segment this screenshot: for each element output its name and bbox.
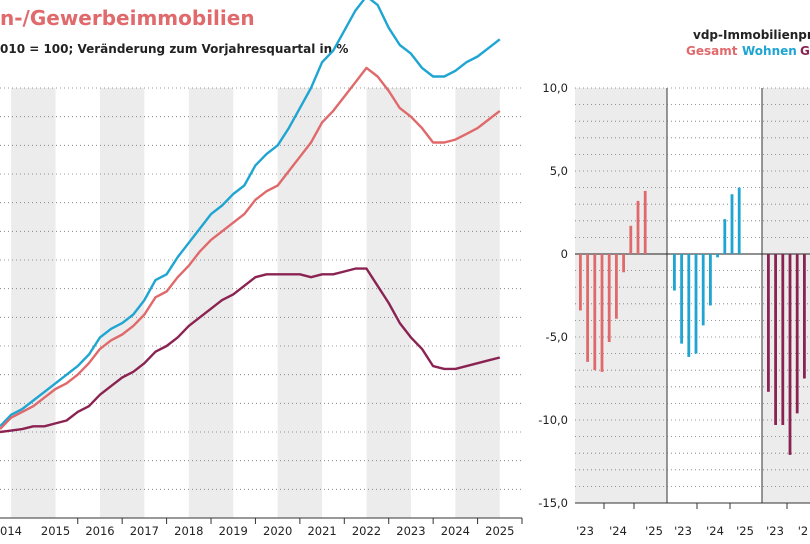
bar-wohnen [716, 254, 719, 258]
legend-entry-gesamt: Gesamt [686, 44, 738, 58]
bar-panel-gewerbe [762, 88, 810, 503]
bar-gesamt [615, 254, 618, 319]
bar-panel-gesamt [575, 88, 667, 503]
bar-wohnen [701, 254, 705, 326]
bar-gesamt [600, 254, 604, 372]
bar-x-tick-label: '24 [609, 524, 627, 538]
year-band [99, 88, 145, 518]
x-tick-label: 2017 [130, 524, 159, 538]
bar-x-tick-label: '2 [798, 524, 808, 538]
y-tick-label: -10,0 [538, 413, 568, 427]
series-line-gesamt [0, 66, 501, 430]
bar-gewerbe [774, 254, 777, 425]
bar-wohnen [694, 254, 698, 354]
x-tick-label: 2018 [174, 524, 203, 538]
bar-x-tick-label: '23 [576, 524, 594, 538]
chart-title: n-/Gewerbeimmobilien [0, 6, 255, 30]
x-tick-label: 014 [0, 524, 22, 538]
bar-gewerbe [795, 254, 799, 414]
y-tick-label: 5,0 [550, 164, 568, 178]
legend-title: vdp-Immobilienpre [693, 28, 810, 42]
bar-gewerbe [788, 254, 792, 455]
bar-x-tick-label: '23 [766, 524, 784, 538]
y-tick-label: 10,0 [542, 81, 568, 95]
x-tick-label: 2024 [441, 524, 470, 538]
x-tick-label: 2019 [219, 524, 248, 538]
x-tick-label: 2020 [263, 524, 292, 538]
chart-subtitle: 010 = 100; Veränderung zum Vorjahresquar… [0, 42, 349, 56]
y-tick-label: 0 [561, 247, 568, 261]
bar-wohnen [709, 254, 712, 306]
bar-gewerbe [767, 254, 770, 392]
bar-gesamt [643, 190, 647, 254]
y-tick-label: -15,0 [538, 496, 568, 510]
series-line-wohnen [0, 0, 501, 428]
bar-x-tick-label: '24 [706, 524, 724, 538]
bar-gesamt [593, 254, 597, 371]
bar-gesamt [607, 254, 611, 342]
x-tick-label: 2023 [396, 524, 425, 538]
x-tick-label: 2015 [41, 524, 70, 538]
bar-wohnen [737, 187, 741, 254]
y-tick-label: -5,0 [546, 330, 568, 344]
bar-wohnen [680, 254, 683, 344]
bar-gesamt [579, 254, 582, 311]
bar-wohnen [723, 219, 727, 254]
year-band [11, 88, 56, 518]
bar-gesamt [629, 225, 633, 254]
x-tick-label: 2021 [307, 524, 336, 538]
series-line-gewerbe [0, 267, 501, 434]
bar-gesamt [586, 254, 589, 362]
legend-entry-gewerbe: G [800, 44, 810, 58]
year-band [188, 88, 234, 518]
bar-x-tick-label: '23 [674, 524, 692, 538]
year-band [277, 88, 323, 518]
legend-entry-wohnen: Wohnen [742, 44, 797, 58]
bar-x-tick-label: '25 [736, 524, 754, 538]
bar-wohnen [687, 254, 691, 357]
year-band [455, 88, 500, 518]
bar-x-tick-label: '25 [645, 524, 663, 538]
bar-wohnen [730, 194, 734, 254]
bar-gesamt [636, 200, 640, 254]
line-plot-area [0, 88, 522, 518]
x-tick-label: 2022 [352, 524, 381, 538]
x-tick-label: 2025 [485, 524, 514, 538]
x-tick-label: 2016 [85, 524, 114, 538]
bar-gesamt [622, 254, 625, 273]
bar-gewerbe [781, 254, 785, 425]
bar-gewerbe [803, 254, 806, 379]
bar-wohnen [673, 254, 676, 291]
